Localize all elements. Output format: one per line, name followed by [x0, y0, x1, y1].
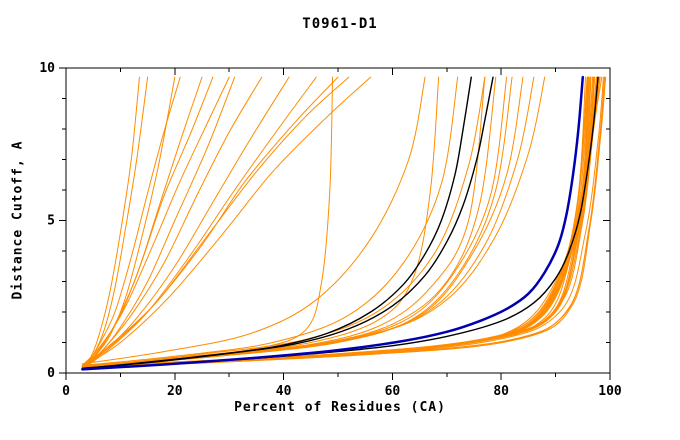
model-ensemble-curve — [81, 76, 589, 368]
axis-tick-label: 10 — [39, 61, 55, 76]
model-ensemble-curve — [81, 76, 535, 368]
axis-tick-label: 40 — [276, 384, 292, 399]
model-ensemble-curve — [81, 76, 508, 367]
model-ensemble-curve — [87, 76, 600, 366]
model-ensemble-curve — [81, 76, 594, 368]
model-ensemble-curve — [87, 76, 601, 367]
selected-blue-curve — [81, 75, 585, 371]
model-ensemble-curve — [81, 76, 459, 366]
model-ensemble-curve — [81, 76, 604, 368]
model-ensemble-curve — [81, 76, 595, 367]
model-ensemble-curve — [81, 76, 587, 369]
model-ensemble-curve — [81, 76, 596, 368]
model-ensemble-curve — [87, 76, 263, 365]
model-ensemble-curve — [87, 76, 597, 368]
model-ensemble-curve — [87, 76, 230, 365]
model-ensemble-curve — [81, 76, 592, 368]
model-ensemble-curve — [81, 76, 588, 369]
axis-tick-label: 60 — [385, 384, 401, 399]
model-ensemble-curve — [81, 76, 214, 366]
model-ensemble-curve — [81, 76, 372, 368]
model-ensemble-curve — [81, 76, 591, 368]
axis-tick-label: 20 — [167, 384, 183, 399]
model-ensemble-curve — [81, 76, 606, 369]
axis-tick-label: 0 — [62, 384, 70, 399]
model-ensemble-curve — [81, 76, 236, 368]
model-ensemble-curve — [87, 76, 598, 368]
model-ensemble-curve — [87, 76, 317, 366]
model-ensemble-curve — [81, 76, 176, 368]
model-ensemble-curve — [81, 76, 334, 368]
model-ensemble-curve — [81, 76, 140, 368]
axis-tick-label: 5 — [47, 214, 55, 229]
axis-tick-label: 0 — [47, 366, 55, 381]
model-ensemble-curve — [81, 76, 486, 368]
model-ensemble-curve — [81, 76, 426, 365]
chart-title: T0961-D1 — [302, 16, 378, 32]
model-ensemble-curve — [87, 76, 600, 366]
model-ensemble-curve — [81, 76, 589, 369]
x-axis-label: Percent of Residues (CA) — [234, 400, 446, 415]
highlight-black-2-curve — [81, 76, 494, 370]
model-ensemble-curve — [81, 76, 590, 369]
model-ensemble-curve — [81, 76, 589, 369]
axis-tick-label: 80 — [493, 384, 509, 399]
model-ensemble-curve — [81, 76, 339, 368]
model-ensemble-curve — [81, 76, 350, 368]
model-ensemble-curve — [81, 76, 590, 369]
model-ensemble-curve — [81, 76, 497, 368]
axis-tick-label: 100 — [598, 384, 622, 399]
model-ensemble-curve — [81, 76, 290, 368]
model-ensemble-curve — [87, 76, 181, 365]
model-ensemble-curve — [87, 76, 607, 369]
